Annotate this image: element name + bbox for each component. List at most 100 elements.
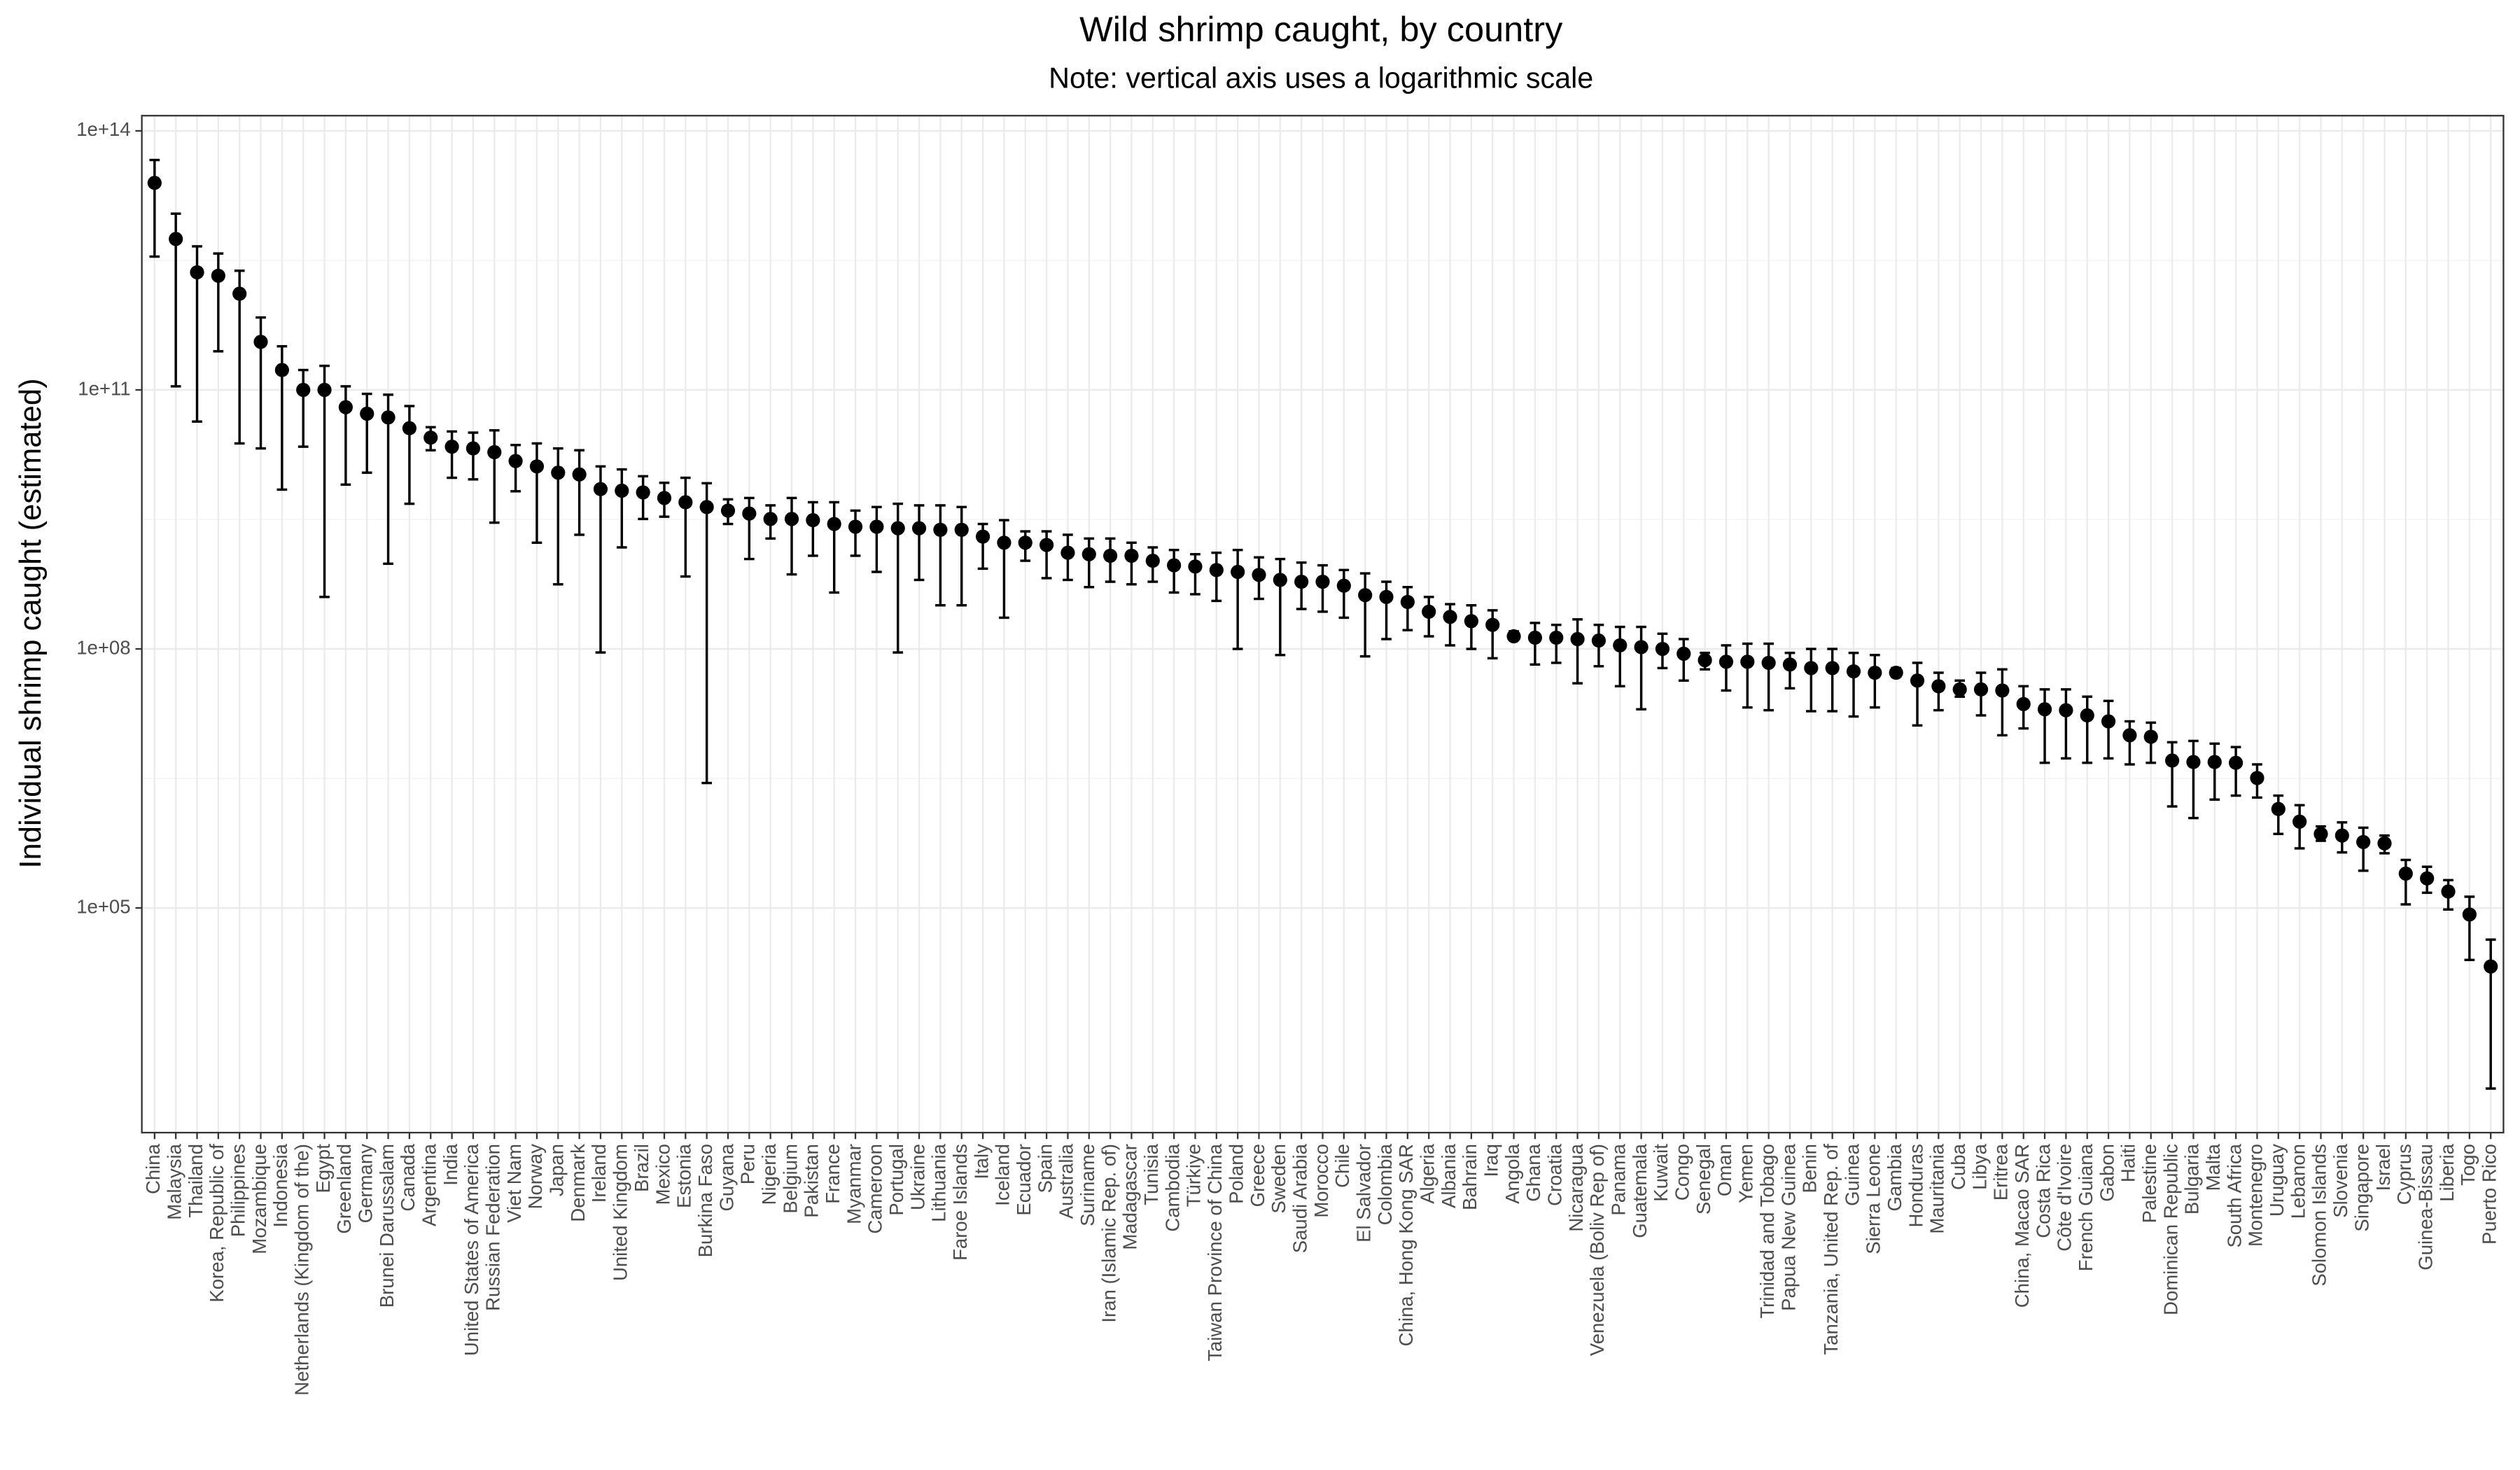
point <box>465 441 481 456</box>
x-tick-label: El Salvador <box>1352 1144 1374 1242</box>
x-tick-label: Venezuela (Boliv Rep of) <box>1586 1144 1608 1356</box>
x-tick-label: Türkiye <box>1183 1144 1205 1207</box>
point <box>869 519 884 534</box>
x-tick-label: Kuwait <box>1650 1144 1672 1202</box>
point <box>593 482 608 496</box>
x-tick-label: Burkina Faso <box>694 1144 716 1257</box>
point <box>487 444 502 460</box>
x-tick-label: Ghana <box>1522 1143 1544 1201</box>
point <box>1124 548 1139 564</box>
x-tick-label: Colombia <box>1374 1143 1396 1225</box>
point <box>296 382 311 398</box>
point <box>2271 802 2286 816</box>
point <box>1336 578 1351 593</box>
point <box>615 483 629 498</box>
point <box>763 512 778 526</box>
point <box>2377 836 2392 850</box>
point <box>1698 653 1712 668</box>
x-tick-label: Saudi Arabia <box>1289 1143 1310 1253</box>
x-tick-label: Singapore <box>2351 1144 2372 1232</box>
point <box>1231 564 1245 580</box>
point <box>1570 631 1585 647</box>
x-tick-label: Congo <box>1672 1144 1693 1200</box>
x-tick-label: Gabon <box>2096 1144 2118 1202</box>
point <box>1358 588 1373 603</box>
point <box>1060 545 1075 560</box>
y-tick-label: 1e+11 <box>78 377 130 399</box>
x-tick-label: Bahrain <box>1459 1144 1480 1210</box>
x-tick-label: Libya <box>1968 1143 1990 1190</box>
x-tick-label: Solomon Islands <box>2309 1144 2330 1287</box>
x-tick-label: Israel <box>2372 1144 2394 1191</box>
point <box>572 467 587 482</box>
x-tick-label: French Guiana <box>2075 1143 2096 1271</box>
x-tick-label: Spain <box>1034 1144 1056 1193</box>
x-tick-label: China, Macao SAR <box>2011 1144 2033 1308</box>
x-tick-label: Nigeria <box>758 1143 780 1205</box>
point <box>2122 728 2137 743</box>
x-tick-label: Myanmar <box>843 1144 864 1224</box>
point <box>699 500 714 514</box>
point <box>1209 563 1224 578</box>
point <box>1613 638 1628 653</box>
point <box>1167 558 1182 573</box>
x-tick-label: Italy <box>970 1144 992 1180</box>
x-tick-label: Ukraine <box>906 1144 928 1210</box>
point <box>678 495 693 510</box>
point <box>784 512 799 526</box>
point <box>933 522 948 537</box>
point <box>2292 814 2307 829</box>
x-tick-label: Guyana <box>715 1143 737 1211</box>
point <box>1443 610 1457 624</box>
point <box>1591 633 1606 648</box>
x-tick-label: Iceland <box>992 1144 1014 1206</box>
x-tick-label: Eritrea <box>1990 1143 2012 1200</box>
x-tick-label: United Kingdom <box>610 1144 631 1281</box>
x-tick-label: Taiwan Province of China <box>1204 1143 1226 1361</box>
x-tick-label: Papua New Guinea <box>1777 1143 1799 1310</box>
point <box>1655 641 1670 657</box>
point <box>1931 679 1946 694</box>
point <box>1973 682 1989 696</box>
x-tick-label: United States of America <box>461 1143 482 1356</box>
x-tick-label: Poland <box>1225 1144 1247 1204</box>
point <box>2186 755 2201 769</box>
point <box>636 485 650 500</box>
point <box>2484 959 2498 974</box>
point <box>1039 538 1054 552</box>
point <box>1782 657 1798 672</box>
x-tick-label: Panama <box>1608 1143 1630 1215</box>
x-tick-label: Pakistan <box>801 1144 822 1218</box>
x-tick-label: Cameroon <box>864 1144 886 1234</box>
x-tick-label: Ireland <box>588 1144 610 1203</box>
point <box>211 268 225 284</box>
y-tick-label: 1e+14 <box>76 118 130 140</box>
x-tick-label: Morocco <box>1310 1144 1332 1218</box>
point <box>1485 617 1500 632</box>
point <box>1422 604 1436 619</box>
point <box>1761 655 1776 671</box>
x-tick-label: Yemen <box>1735 1144 1757 1203</box>
x-tick-label: Greece <box>1247 1144 1268 1207</box>
x-tick-label: Guinea-Bissau <box>2414 1144 2436 1270</box>
x-tick-label: Russian Federation <box>482 1144 504 1311</box>
point <box>1718 654 1734 669</box>
x-tick-label: Lebanon <box>2287 1144 2309 1219</box>
x-tick-label: Indonesia <box>270 1143 291 1227</box>
point <box>2207 755 2222 769</box>
point <box>657 491 672 505</box>
x-tick-label: Croatia <box>1544 1143 1566 1205</box>
x-tick-label: Albania <box>1438 1143 1460 1208</box>
x-tick-label: Korea, Republic of <box>206 1144 227 1303</box>
x-tick-label: Netherlands (Kingdom of the) <box>290 1144 312 1396</box>
x-tick-label: Norway <box>524 1144 546 1210</box>
x-tick-label: Honduras <box>1905 1144 1926 1227</box>
point <box>1315 574 1330 589</box>
chart-subtitle: Note: vertical axis uses a logarithmic s… <box>1049 62 1593 94</box>
x-tick-label: Tunisia <box>1140 1143 1162 1205</box>
chart-title: Wild shrimp caught, by country <box>1079 9 1563 49</box>
point <box>169 232 183 246</box>
x-tick-label: Brunei Darussalam <box>376 1144 398 1308</box>
point <box>1506 629 1521 644</box>
